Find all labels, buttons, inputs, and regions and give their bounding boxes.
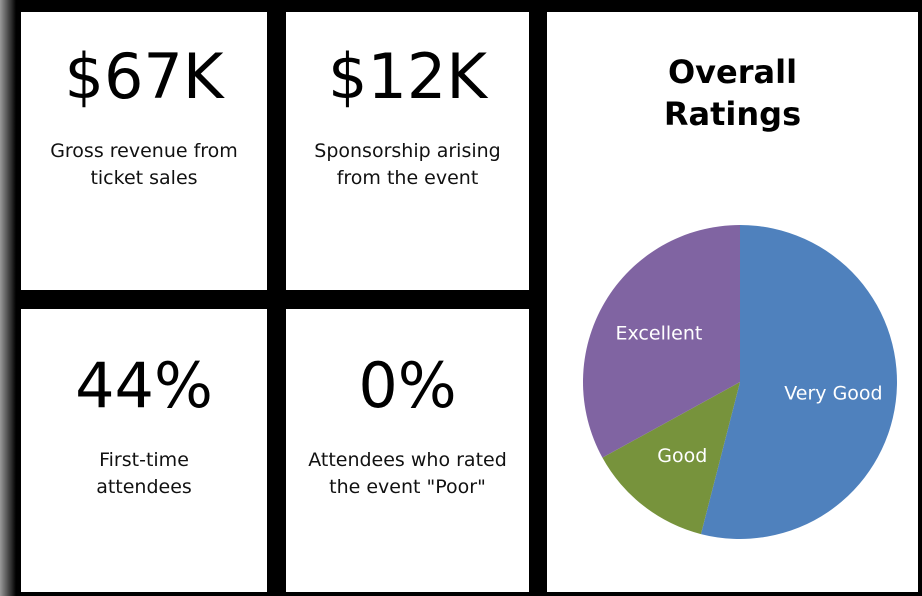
- pie-slice: [583, 225, 740, 458]
- pie-slice: [700, 225, 898, 539]
- slice-label: Excellent: [616, 323, 703, 345]
- kpi-card: $67K Gross revenue from ticket sales: [17, 8, 271, 294]
- kpi-label: Attendees who rated the event "Poor": [308, 449, 507, 498]
- pie-chart: Very Good Good Excellent: [583, 225, 898, 539]
- kpi-value: $12K: [328, 40, 487, 113]
- kpi-card: $12K Sponsorship arising from the event: [282, 8, 533, 294]
- slice-label: Good: [657, 445, 707, 467]
- kpi-label: First-time attendees: [96, 449, 192, 498]
- kpi-card: 44% First-time attendees: [17, 305, 271, 596]
- kpi-value: 44%: [75, 349, 213, 422]
- slice-label: Very Good: [784, 382, 882, 404]
- chart-title: Overall Ratings: [663, 53, 802, 133]
- kpi-card: 0% Attendees who rated the event "Poor": [282, 305, 533, 596]
- chart-card: Overall Ratings Very Good Good Excellent: [543, 8, 922, 596]
- kpi-label: Sponsorship arising from the event: [314, 140, 501, 189]
- kpi-label: Gross revenue from ticket sales: [50, 140, 238, 189]
- kpi-value: 0%: [358, 349, 457, 422]
- pie-slice: [602, 382, 740, 535]
- kpi-value: $67K: [64, 40, 224, 113]
